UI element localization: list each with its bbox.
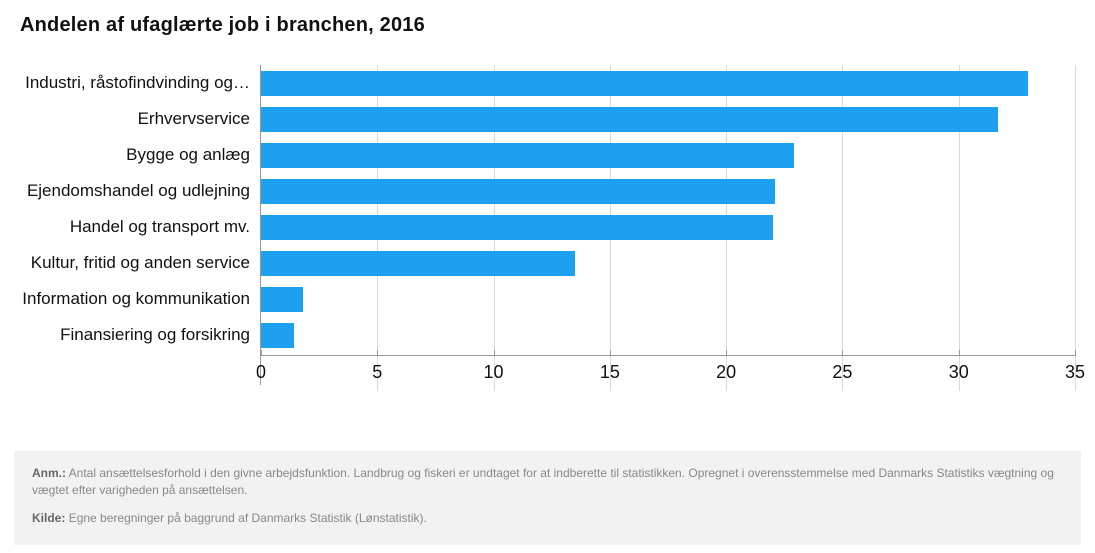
y-axis-label: Bygge og anlæg [20, 137, 260, 173]
x-tick [610, 350, 611, 356]
x-axis-label: 20 [716, 362, 736, 383]
bars-group [261, 65, 1075, 353]
bar [261, 215, 773, 240]
x-axis: 05101520253035 [261, 355, 1075, 385]
footnote-anm: Anm.: Antal ansættelsesforhold i den giv… [32, 465, 1063, 500]
bar-row [261, 101, 1075, 137]
y-axis-label: Finansiering og forsikring [20, 317, 260, 353]
x-tick [261, 350, 262, 356]
footnote-kilde: Kilde: Egne beregninger på baggrund af D… [32, 510, 1063, 527]
x-tick [1075, 350, 1076, 356]
x-axis-label: 25 [832, 362, 852, 383]
y-axis-label: Information og kommunikation [20, 281, 260, 317]
bar-row [261, 137, 1075, 173]
x-axis-label: 0 [256, 362, 266, 383]
footnote-kilde-text: Egne beregninger på baggrund af Danmarks… [69, 511, 427, 525]
bar-row [261, 209, 1075, 245]
footer-notes: Anm.: Antal ansættelsesforhold i den giv… [14, 451, 1081, 545]
bar-row [261, 317, 1075, 353]
bar [261, 71, 1028, 96]
footnote-kilde-label: Kilde: [32, 511, 65, 525]
grid-line [1075, 65, 1076, 391]
bar-row [261, 173, 1075, 209]
y-axis-label: Ejendomshandel og udlejning [20, 173, 260, 209]
x-tick [959, 350, 960, 356]
footnote-anm-label: Anm.: [32, 466, 66, 480]
bar-row [261, 65, 1075, 101]
bar [261, 107, 998, 132]
x-axis-label: 35 [1065, 362, 1085, 383]
x-axis-label: 10 [484, 362, 504, 383]
y-axis-label: Erhvervservice [20, 101, 260, 137]
x-tick [377, 350, 378, 356]
plot-area: 05101520253035 [260, 65, 1075, 385]
bar [261, 179, 775, 204]
y-axis-label: Handel og transport mv. [20, 209, 260, 245]
chart-container: Andelen af ufaglærte job i branchen, 201… [0, 0, 1095, 385]
bar-row [261, 281, 1075, 317]
x-axis-label: 5 [372, 362, 382, 383]
bar [261, 323, 294, 348]
bar [261, 287, 303, 312]
footnote-anm-text: Antal ansættelsesforhold i den givne arb… [32, 466, 1054, 497]
bar-row [261, 245, 1075, 281]
y-axis-labels: Industri, råstofindvinding og…Erhvervser… [20, 65, 260, 385]
y-axis-label: Kultur, fritid og anden service [20, 245, 260, 281]
chart-title: Andelen af ufaglærte job i branchen, 201… [20, 14, 1075, 37]
x-axis-label: 15 [600, 362, 620, 383]
bar [261, 251, 575, 276]
bar [261, 143, 794, 168]
x-tick [494, 350, 495, 356]
y-axis-label: Industri, råstofindvinding og… [20, 65, 260, 101]
x-tick [842, 350, 843, 356]
chart-area: Industri, råstofindvinding og…Erhvervser… [20, 65, 1075, 385]
x-axis-label: 30 [949, 362, 969, 383]
x-tick [726, 350, 727, 356]
